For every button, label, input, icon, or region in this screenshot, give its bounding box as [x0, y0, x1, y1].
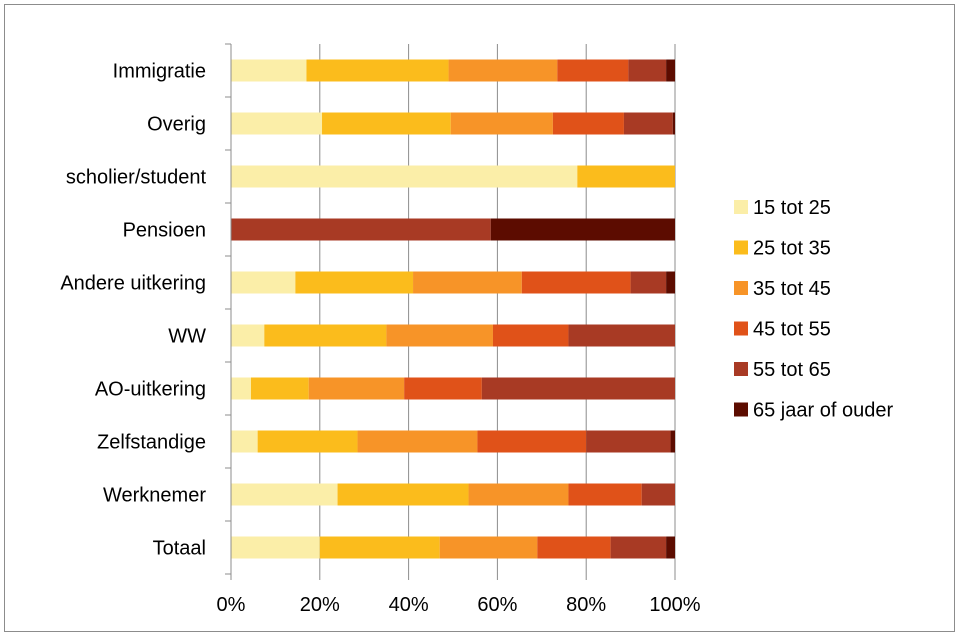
bar-andere-uitkering-65-jaar-of-ouder — [666, 271, 675, 294]
bar-pensioen-55-tot-65 — [231, 218, 491, 241]
bar-overig-65-jaar-of-ouder — [672, 112, 675, 135]
legend-swatch-15-tot-25 — [734, 200, 748, 214]
axes — [225, 43, 676, 580]
bar-werknemer-25-tot-35 — [337, 483, 469, 506]
bar-immigratie-45-tot-55 — [557, 59, 629, 82]
category-label-werknemer: Werknemer — [103, 485, 206, 507]
tick-labels: 0% 20% 40% 60% 80% 100% — [217, 594, 701, 616]
legend-label-55-tot-65: 55 tot 65 — [753, 359, 831, 381]
bar-scholier-student-15-tot-25 — [231, 165, 578, 188]
bar-totaal-15-tot-25 — [231, 536, 320, 559]
bar-werknemer-15-tot-25 — [231, 483, 338, 506]
bar-immigratie-25-tot-35 — [306, 59, 449, 82]
bar-ao-uitkering-45-tot-55 — [404, 377, 482, 400]
bar-totaal-65-jaar-of-ouder — [666, 536, 675, 559]
bar-zelfstandige-65-jaar-of-ouder — [670, 430, 675, 453]
tick-label: 40% — [389, 594, 429, 616]
bar-werknemer-45-tot-55 — [568, 483, 642, 506]
bar-scholier-student-25-tot-35 — [577, 165, 675, 188]
category-label-andere-uitkering: Andere uitkering — [60, 273, 206, 295]
bar-andere-uitkering-15-tot-25 — [231, 271, 296, 294]
legend-swatch-25-tot-35 — [734, 240, 748, 255]
bar-werknemer-35-tot-45 — [468, 483, 569, 506]
bar-totaal-35-tot-45 — [439, 536, 538, 559]
bar-andere-uitkering-55-tot-65 — [630, 271, 667, 294]
tick-label: 60% — [477, 594, 517, 616]
bar-ww-25-tot-35 — [264, 324, 387, 347]
bar-ao-uitkering-15-tot-25 — [231, 377, 251, 400]
bar-totaal-55-tot-65 — [610, 536, 667, 559]
category-label-ww: WW — [168, 326, 206, 348]
legend-swatch-45-tot-55 — [734, 321, 748, 336]
bar-ao-uitkering-25-tot-35 — [250, 377, 309, 400]
category-label-totaal: Totaal — [153, 538, 206, 560]
legend-swatch-55-tot-65 — [734, 362, 748, 376]
category-label-overig: Overig — [147, 114, 206, 136]
tick-label: 20% — [300, 594, 340, 616]
category-label-immigratie: Immigratie — [113, 61, 206, 83]
category-label-ao-uitkering: AO-uitkering — [95, 379, 206, 401]
bar-ao-uitkering-55-tot-65 — [481, 377, 675, 400]
bar-zelfstandige-15-tot-25 — [231, 430, 258, 453]
bar-ww-15-tot-25 — [231, 324, 265, 347]
chart-frame — [4, 4, 955, 632]
bar-andere-uitkering-45-tot-55 — [521, 271, 631, 294]
bar-totaal-45-tot-55 — [537, 536, 611, 559]
category-labels: Immigratie Overig scholier/student Pensioen… — [60, 61, 206, 560]
bar-ww-35-tot-45 — [386, 324, 493, 347]
legend-label-35-tot-45: 35 tot 45 — [753, 278, 831, 300]
bar-zelfstandige-35-tot-45 — [357, 430, 478, 453]
bar-immigratie-65-jaar-of-ouder — [666, 59, 675, 82]
bar-zelfstandige-25-tot-35 — [257, 430, 358, 453]
bar-immigratie-35-tot-45 — [448, 59, 558, 82]
bar-overig-45-tot-55 — [552, 112, 624, 135]
legend-label-45-tot-55: 45 tot 55 — [753, 319, 831, 341]
bar-andere-uitkering-35-tot-45 — [413, 271, 522, 294]
category-label-zelfstandige: Zelfstandige — [97, 432, 206, 454]
bar-zelfstandige-55-tot-65 — [586, 430, 671, 453]
bar-immigratie-15-tot-25 — [231, 59, 307, 82]
bar-pensioen-65-jaar-of-ouder — [490, 218, 675, 241]
bar-overig-55-tot-65 — [623, 112, 673, 135]
tick-label: 100% — [649, 594, 700, 616]
bar-immigratie-55-tot-65 — [628, 59, 667, 82]
legend: 15 tot 25 25 tot 35 35 tot 45 45 tot 55 55 t… — [734, 197, 893, 422]
bars — [231, 59, 675, 559]
bar-andere-uitkering-25-tot-35 — [295, 271, 414, 294]
legend-label-25-tot-35: 25 tot 35 — [753, 238, 831, 260]
tick-label: 0% — [217, 594, 246, 616]
bar-totaal-25-tot-35 — [319, 536, 440, 559]
category-label-scholier-student: scholier/student — [66, 167, 207, 189]
legend-swatch-65-jaar-of-ouder — [734, 402, 748, 417]
bar-ao-uitkering-35-tot-45 — [308, 377, 405, 400]
category-label-pensioen: Pensioen — [123, 220, 206, 242]
legend-label-65-jaar-of-ouder: 65 jaar of ouder — [753, 400, 893, 422]
legend-label-15-tot-25: 15 tot 25 — [753, 197, 831, 219]
bar-ww-45-tot-55 — [492, 324, 569, 347]
bar-overig-35-tot-45 — [450, 112, 553, 135]
bar-zelfstandige-45-tot-55 — [477, 430, 587, 453]
tick-label: 80% — [566, 594, 606, 616]
bar-werknemer-55-tot-65 — [641, 483, 675, 506]
bar-overig-15-tot-25 — [231, 112, 323, 135]
bar-ww-55-tot-65 — [568, 324, 675, 347]
legend-swatch-35-tot-45 — [734, 281, 748, 295]
bar-overig-25-tot-35 — [322, 112, 451, 135]
